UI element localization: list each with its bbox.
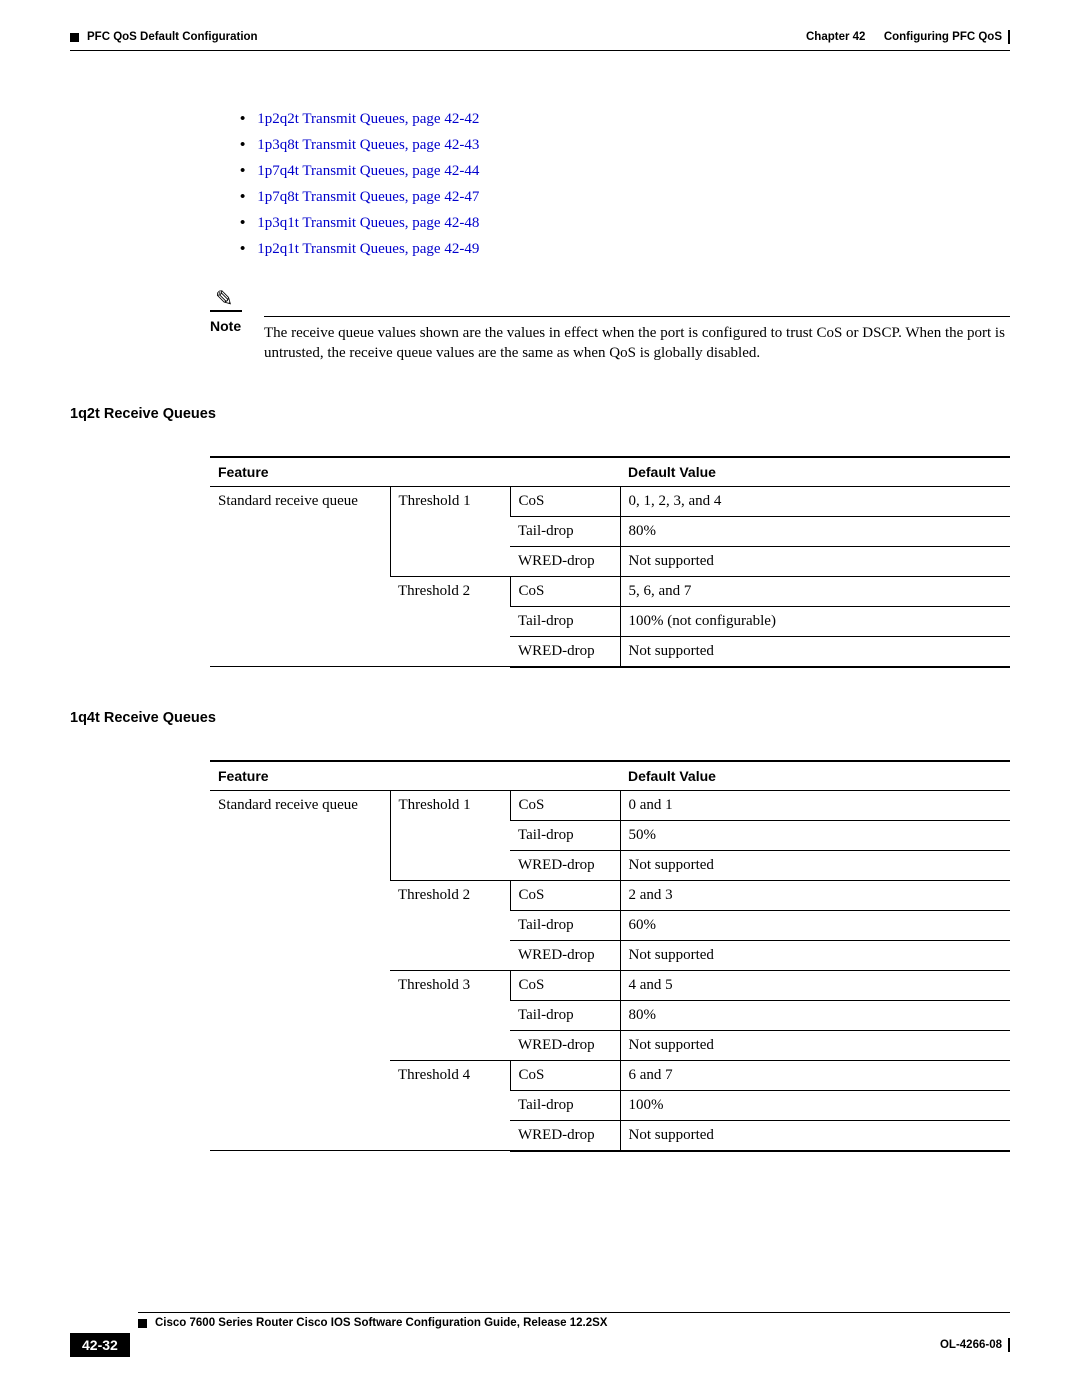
header-title: Configuring PFC QoS — [884, 31, 1002, 43]
header-section: PFC QoS Default Configuration — [87, 31, 258, 43]
header-rule — [70, 50, 1010, 51]
cell-value: 80% — [620, 516, 1010, 546]
note-label: Note — [210, 316, 246, 364]
cell-metric: WRED-drop — [510, 1120, 620, 1151]
xref-link[interactable]: 1p3q1t Transmit Queues, page 42-48 — [257, 215, 479, 231]
cell-value: 6 and 7 — [620, 1060, 1010, 1090]
xref-link[interactable]: 1p7q4t Transmit Queues, page 42-44 — [257, 163, 479, 179]
cell-value: Not supported — [620, 1120, 1010, 1151]
table-header-row: Feature Default Value — [210, 457, 1010, 487]
col-default-value: Default Value — [620, 761, 1010, 791]
cell-value: 100% (not configurable) — [620, 606, 1010, 636]
cell-threshold: Threshold 3 — [390, 970, 510, 1060]
list-item: 1p2q1t Transmit Queues, page 42-49 — [240, 241, 1010, 258]
cell-value: 80% — [620, 1000, 1010, 1030]
header-square-icon — [70, 33, 79, 42]
footer-rule — [138, 1312, 1010, 1313]
cell-metric: Tail-drop — [510, 1000, 620, 1030]
footer-bar-icon — [1008, 1338, 1010, 1352]
cell-threshold: Threshold 4 — [390, 1060, 510, 1151]
cell-metric: CoS — [510, 486, 620, 516]
cell-metric: WRED-drop — [510, 850, 620, 880]
list-item: 1p7q8t Transmit Queues, page 42-47 — [240, 189, 1010, 206]
cell-metric: WRED-drop — [510, 940, 620, 970]
cell-value: Not supported — [620, 546, 1010, 576]
footer-guide-title: Cisco 7600 Series Router Cisco IOS Softw… — [155, 1317, 607, 1329]
cell-value: 4 and 5 — [620, 970, 1010, 1000]
xref-link[interactable]: 1p3q8t Transmit Queues, page 42-43 — [257, 137, 479, 153]
page-number-badge: 42-32 — [70, 1333, 130, 1357]
cell-metric: CoS — [510, 576, 620, 606]
cell-value: 5, 6, and 7 — [620, 576, 1010, 606]
cell-metric: CoS — [510, 790, 620, 820]
header-chapter: Chapter 42 — [806, 31, 865, 43]
xref-link[interactable]: 1p2q2t Transmit Queues, page 42-42 — [257, 111, 479, 127]
pencil-icon: ✎ — [215, 286, 1010, 312]
cell-value: 50% — [620, 820, 1010, 850]
cell-queue: Standard receive queue — [210, 790, 390, 1151]
link-list: 1p2q2t Transmit Queues, page 42-42 1p3q8… — [240, 111, 1010, 258]
cell-metric: CoS — [510, 880, 620, 910]
cell-threshold: Threshold 2 — [390, 576, 510, 667]
xref-link[interactable]: 1p7q8t Transmit Queues, page 42-47 — [257, 189, 479, 205]
cell-metric: CoS — [510, 970, 620, 1000]
col-feature: Feature — [210, 761, 620, 791]
table-1q2t: Feature Default Value Standard receive q… — [210, 456, 1010, 668]
header-bar-icon — [1008, 30, 1010, 44]
table-row: Standard receive queue Threshold 1 CoS 0… — [210, 486, 1010, 516]
section-heading-1q2t: 1q2t Receive Queues — [70, 406, 1010, 422]
cell-metric: Tail-drop — [510, 910, 620, 940]
list-item: 1p7q4t Transmit Queues, page 42-44 — [240, 163, 1010, 180]
table-1q4t: Feature Default Value Standard receive q… — [210, 760, 1010, 1152]
cell-metric: WRED-drop — [510, 546, 620, 576]
footer-square-icon — [138, 1319, 147, 1328]
cell-value: Not supported — [620, 850, 1010, 880]
col-default-value: Default Value — [620, 457, 1010, 487]
cell-metric: Tail-drop — [510, 516, 620, 546]
cell-queue: Standard receive queue — [210, 486, 390, 667]
note-block: ✎ Note The receive queue values shown ar… — [210, 286, 1010, 364]
cell-value: 60% — [620, 910, 1010, 940]
xref-link[interactable]: 1p2q1t Transmit Queues, page 42-49 — [257, 241, 479, 257]
list-item: 1p2q2t Transmit Queues, page 42-42 — [240, 111, 1010, 128]
cell-threshold: Threshold 1 — [390, 486, 510, 576]
cell-value: Not supported — [620, 636, 1010, 667]
cell-value: 2 and 3 — [620, 880, 1010, 910]
cell-threshold: Threshold 2 — [390, 880, 510, 970]
list-item: 1p3q1t Transmit Queues, page 42-48 — [240, 215, 1010, 232]
cell-value: 100% — [620, 1090, 1010, 1120]
cell-metric: Tail-drop — [510, 606, 620, 636]
cell-metric: CoS — [510, 1060, 620, 1090]
cell-value: Not supported — [620, 1030, 1010, 1060]
cell-metric: WRED-drop — [510, 1030, 620, 1060]
cell-metric: Tail-drop — [510, 1090, 620, 1120]
cell-metric: Tail-drop — [510, 820, 620, 850]
col-feature: Feature — [210, 457, 620, 487]
page-footer: Cisco 7600 Series Router Cisco IOS Softw… — [70, 1312, 1010, 1357]
note-rule — [264, 316, 1010, 317]
note-text: The receive queue values shown are the v… — [264, 323, 1010, 364]
list-item: 1p3q8t Transmit Queues, page 42-43 — [240, 137, 1010, 154]
table-header-row: Feature Default Value — [210, 761, 1010, 791]
footer-doc-id: OL-4266-08 — [940, 1339, 1002, 1351]
cell-value: 0, 1, 2, 3, and 4 — [620, 486, 1010, 516]
table-row: Standard receive queue Threshold 1 CoS 0… — [210, 790, 1010, 820]
page-header: PFC QoS Default Configuration Chapter 42… — [70, 30, 1010, 44]
section-heading-1q4t: 1q4t Receive Queues — [70, 710, 1010, 726]
cell-value: Not supported — [620, 940, 1010, 970]
cell-value: 0 and 1 — [620, 790, 1010, 820]
cell-threshold: Threshold 1 — [390, 790, 510, 880]
cell-metric: WRED-drop — [510, 636, 620, 667]
